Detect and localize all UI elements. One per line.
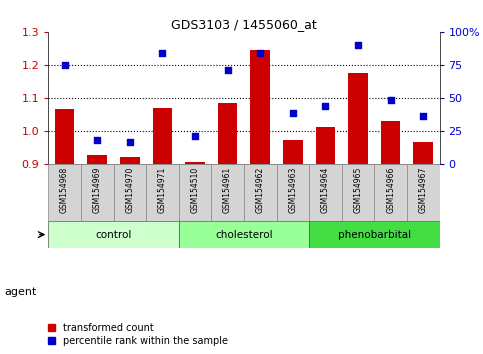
Text: GSM154965: GSM154965 [354,166,363,213]
Text: control: control [95,230,132,240]
Text: GSM154971: GSM154971 [158,166,167,213]
Text: agent: agent [5,287,37,297]
Bar [407,164,440,222]
Text: GSM154964: GSM154964 [321,166,330,213]
Point [191,133,199,139]
Point [61,62,69,68]
Bar [153,108,172,354]
Bar [48,222,179,248]
Point [256,50,264,56]
Text: GSM154968: GSM154968 [60,166,69,213]
Bar [342,164,374,222]
Text: phenobarbital: phenobarbital [338,230,411,240]
Bar [244,164,277,222]
Bar [120,157,140,354]
Legend: transformed count, percentile rank within the sample: transformed count, percentile rank withi… [48,323,228,346]
Bar [309,164,342,222]
Bar [381,121,400,354]
Title: GDS3103 / 1455060_at: GDS3103 / 1455060_at [171,18,317,31]
Point [419,113,427,119]
Bar [55,109,74,354]
Text: GSM154963: GSM154963 [288,166,298,213]
Bar [146,164,179,222]
Point [387,97,395,103]
Bar [309,222,440,248]
Text: GSM154970: GSM154970 [125,166,134,213]
Bar [218,103,238,354]
Text: GSM154510: GSM154510 [190,166,199,213]
Text: GSM154969: GSM154969 [93,166,102,213]
Point [93,137,101,143]
Bar [316,127,335,354]
Point [126,139,134,145]
Text: cholesterol: cholesterol [215,230,273,240]
Bar [374,164,407,222]
Text: GSM154966: GSM154966 [386,166,395,213]
Bar [185,162,205,354]
Bar [212,164,244,222]
Text: GSM154962: GSM154962 [256,166,265,213]
Bar [48,164,81,222]
Bar [283,141,302,354]
Bar [179,222,309,248]
Point [158,50,166,56]
Bar [87,155,107,354]
Bar [179,164,212,222]
Bar [348,73,368,354]
Bar [276,164,309,222]
Bar [413,142,433,354]
Point [289,111,297,116]
Bar [114,164,146,222]
Text: GSM154967: GSM154967 [419,166,428,213]
Bar [251,50,270,354]
Point [224,67,231,73]
Text: GSM154961: GSM154961 [223,166,232,213]
Point [322,103,329,108]
Bar [81,164,114,222]
Point [354,42,362,48]
